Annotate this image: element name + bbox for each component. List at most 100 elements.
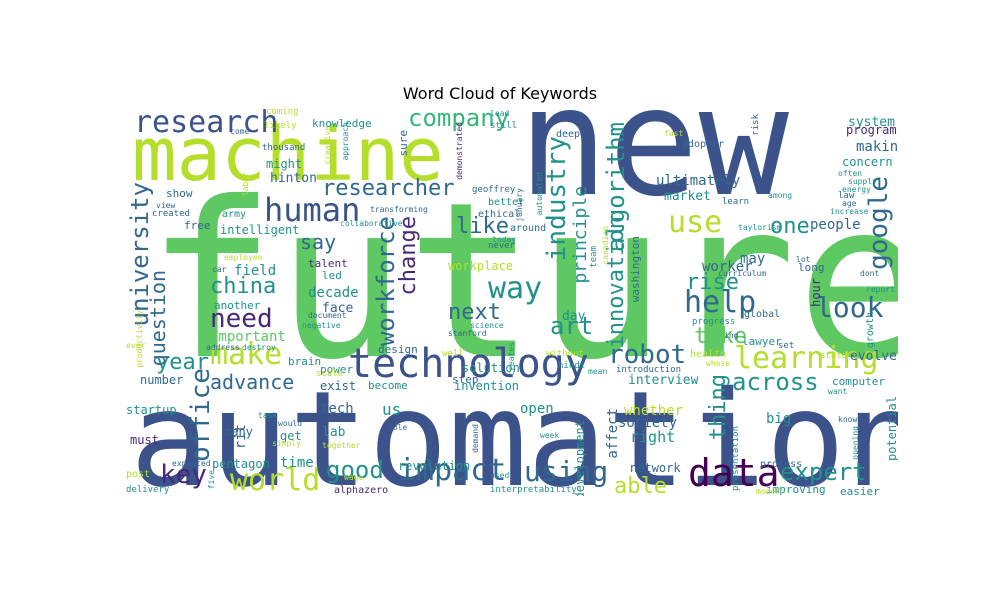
word-energy: energy [842, 185, 871, 194]
word-interpretability: interpretability [490, 485, 577, 495]
word-across: across [732, 368, 819, 396]
word-good: good [326, 456, 384, 484]
word-research: research [134, 106, 279, 140]
word-impact: impact [398, 453, 507, 488]
word-team: team [589, 246, 599, 268]
word-want: want [828, 387, 848, 396]
word-whose: whose [706, 359, 731, 368]
word-make: make [210, 337, 283, 372]
word-key: key [160, 460, 207, 490]
word-ing: ing [724, 331, 739, 340]
word-led: led [322, 269, 342, 282]
word-right: right [630, 428, 676, 446]
word-big: big [766, 411, 792, 427]
word-progress: progress [692, 317, 736, 327]
word-field: field [234, 263, 277, 279]
word-use: use [668, 205, 723, 240]
word-show: show [166, 187, 193, 200]
word-adopter: adopter [682, 139, 725, 150]
word-collaborative: collaborative [340, 219, 403, 228]
word-would: would [278, 419, 303, 428]
word-making: making [856, 139, 898, 155]
word-well: well [442, 349, 464, 359]
word-become: become [368, 379, 408, 392]
word-talent: talent [308, 257, 348, 270]
word-january: january [515, 188, 524, 222]
word-exist: exist [320, 379, 357, 393]
word-created: created [152, 209, 190, 219]
word-like: like [456, 214, 509, 239]
word-program: program [846, 123, 897, 137]
word-better: better [488, 197, 525, 208]
word-robot: robot [608, 340, 687, 370]
word-concern: concern [842, 155, 893, 169]
word-age: age [842, 199, 857, 208]
word-next: next [448, 300, 501, 325]
word-today: today [492, 235, 517, 244]
word-transforming: transforming [370, 205, 428, 214]
word-coming: coming [266, 107, 299, 117]
word-thousand: thousand [262, 143, 306, 153]
word-demand: demand [471, 424, 480, 453]
word-state: state [820, 351, 848, 361]
word-way: way [488, 271, 543, 306]
word-negative: negative [302, 321, 341, 330]
word-future: future [146, 156, 898, 407]
word-lawyer: lawyer [742, 335, 782, 348]
word-without: without [546, 349, 584, 359]
word-hindi: hindi [558, 361, 586, 371]
word-interview: interview [628, 373, 699, 388]
word-network: network [630, 461, 681, 475]
word-scale: scale [316, 369, 344, 379]
word-simply: simply [272, 439, 301, 448]
word-ultimately: ultimately [656, 173, 741, 189]
word-automated: automated [535, 172, 544, 216]
word-army: army [222, 209, 247, 220]
word-never: never [488, 241, 516, 251]
word-destroy: destroy [242, 343, 276, 352]
word-science: science [470, 321, 504, 330]
word-new: new [518, 106, 789, 230]
word-productivity: productivity [135, 310, 144, 368]
word-one: one [770, 214, 810, 239]
word-creative: creative [323, 126, 332, 165]
word-solution: solution [462, 361, 520, 375]
word-week: week [540, 431, 560, 440]
word-power: power [320, 363, 354, 376]
word-open: open [520, 401, 554, 417]
word-intelligent: intelligent [220, 223, 300, 237]
word-easier: easier [840, 485, 880, 496]
word-tech: tech [320, 401, 354, 417]
word-ever: ever [126, 341, 146, 350]
word-rise: rise [686, 270, 739, 295]
word-world: world [230, 463, 321, 496]
word-canadian: canadian [601, 226, 610, 265]
word-knowledge: knowledge [312, 117, 372, 130]
word-another: another [214, 299, 261, 312]
word-task: task [258, 411, 278, 420]
word-automation: automation [130, 363, 898, 496]
word-startup: startup [126, 403, 177, 417]
word-data: data [688, 451, 780, 495]
word-many: many [224, 425, 253, 439]
word-take: take [694, 324, 747, 349]
word-increase: increase [830, 207, 869, 216]
word-question: question [146, 270, 170, 367]
word-lot: lot [796, 255, 811, 264]
word-market: market [664, 189, 711, 204]
word-free: free [184, 219, 211, 232]
word-affect: affect [605, 408, 621, 459]
word-company: company [408, 106, 510, 132]
word-wage: wage [344, 473, 364, 482]
word-lab: lab [322, 425, 346, 440]
word-growth: growth [865, 312, 876, 349]
word-decade: decade [308, 285, 359, 301]
word-delivery: delivery [126, 485, 170, 495]
word-learn: learn [722, 197, 750, 207]
word-law: law [838, 191, 855, 201]
word-ethical: ethical [478, 209, 521, 220]
word-learning: learning [734, 341, 879, 376]
word-using: using [524, 455, 609, 488]
word-cloud: future new automation machine technology rese… [126, 106, 898, 496]
word-health: health [690, 349, 727, 360]
